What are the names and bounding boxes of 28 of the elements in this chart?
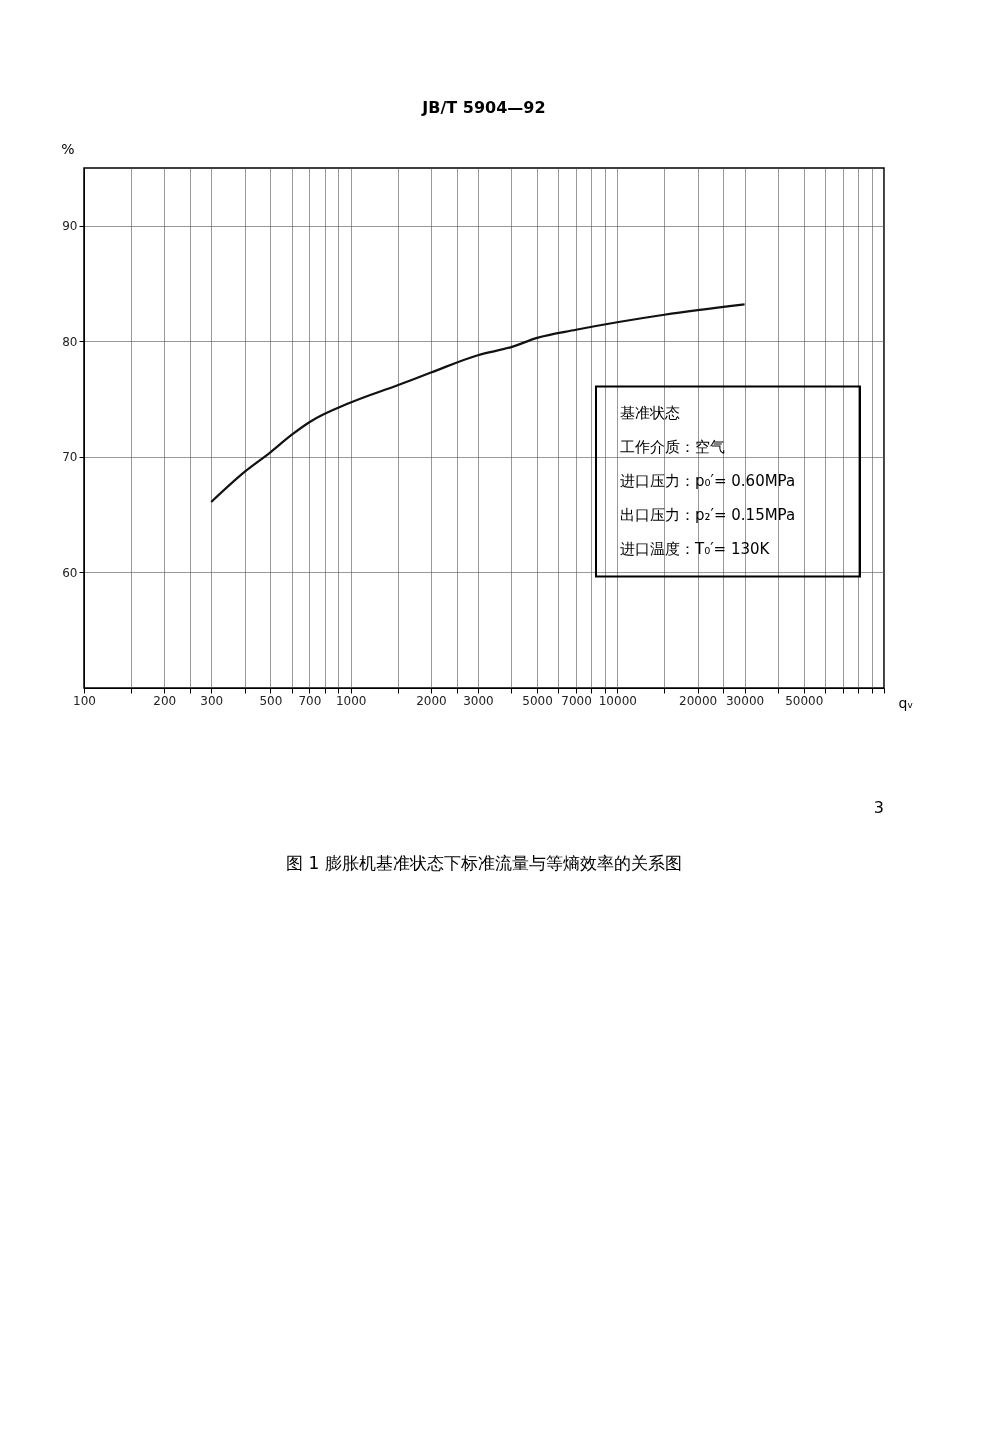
x-tick-label: 2000 (416, 693, 447, 708)
y-tick-label: 80 (62, 334, 78, 349)
y-axis-title: % (61, 140, 75, 157)
annotation: 工作介质：空气 (620, 438, 725, 457)
text: 图 1 膨胀机基准状态下标准流量与等熵效率的关系图 (286, 853, 682, 873)
x-tick-label: 100 (73, 693, 96, 708)
x-tick-label: 700 (298, 693, 322, 708)
annotation: 进口温度：T₀′= 130K (620, 540, 771, 559)
y-tick-label: 60 (62, 565, 78, 580)
y-tick-label: 90 (62, 219, 78, 234)
annotation: 基准状态 (620, 404, 680, 423)
x-tick-label: 5000 (522, 693, 553, 708)
x-tick-label: 50000 (785, 693, 824, 708)
x-tick-label: 30000 (725, 693, 765, 708)
x-tick-label: 3000 (463, 693, 494, 708)
annotation: 进口压力：p₀′= 0.60MPa (620, 472, 796, 491)
x-tick-label: 1000 (335, 693, 367, 708)
x-axis-title: qᵥ (898, 694, 914, 711)
text: JB/T 5904—92 (421, 98, 546, 117)
x-tick-label: 20000 (679, 693, 718, 708)
x-tick-label: 10000 (598, 693, 637, 708)
text: 3 (873, 798, 884, 817)
x-tick-label: 200 (153, 693, 177, 708)
y-tick-label: 70 (62, 450, 78, 465)
x-tick-label: 7000 (561, 693, 592, 708)
annotation: 出口压力：p₂′= 0.15MPa (620, 506, 796, 525)
x-tick-label: 300 (200, 693, 224, 708)
x-tick-label: 500 (259, 693, 283, 708)
